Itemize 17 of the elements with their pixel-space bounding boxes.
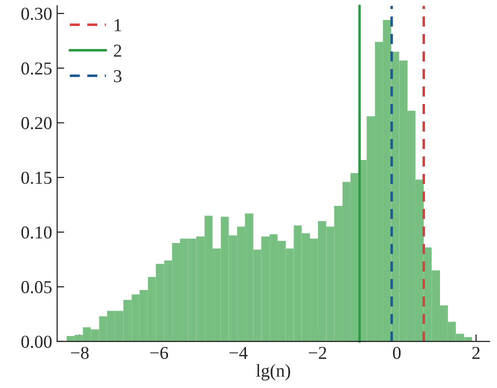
y-tick-label: 0.30 — [21, 8, 52, 20]
x-tick-label: −6 — [150, 346, 168, 360]
x-tick-label: 2 — [472, 346, 480, 359]
y-tick-label: 0.25 — [21, 62, 52, 75]
x-tick-label: 0 — [392, 346, 401, 360]
y-tick-label: 0.00 — [21, 336, 52, 348]
x-axis-title: lg(n) — [256, 364, 290, 380]
x-tick-label: −8 — [71, 346, 89, 360]
y-tick-label: 0.10 — [21, 226, 52, 239]
legend-label: 3 — [114, 70, 122, 82]
legend-label: 1 — [114, 19, 122, 32]
y-tick-label: 0.15 — [21, 172, 52, 184]
x-tick-label: −2 — [308, 346, 326, 359]
legend-label: 2 — [114, 44, 122, 57]
x-tick-label: −4 — [230, 346, 248, 359]
y-tick-label: 0.05 — [21, 281, 52, 294]
y-tick-label: 0.20 — [21, 117, 52, 130]
